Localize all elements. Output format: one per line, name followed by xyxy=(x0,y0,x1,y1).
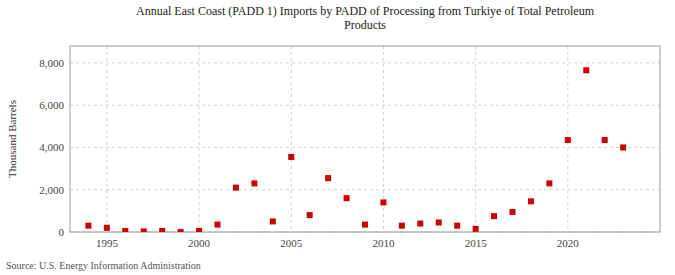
chart-svg: Annual East Coast (PADD 1) Imports by PA… xyxy=(0,0,675,275)
source-note: Source: U.S. Energy Information Administ… xyxy=(6,260,201,271)
title: Annual East Coast (PADD 1) Imports by PA… xyxy=(136,4,595,32)
point xyxy=(399,223,405,229)
title-line: Products xyxy=(344,18,386,32)
point xyxy=(122,228,128,232)
point xyxy=(215,222,221,228)
point xyxy=(178,229,184,232)
point xyxy=(473,226,479,232)
point xyxy=(270,218,276,224)
y-tick-label: 6,000 xyxy=(39,99,64,111)
point xyxy=(251,180,257,186)
chart-container: Annual East Coast (PADD 1) Imports by PA… xyxy=(0,0,675,275)
x-tick-label: 2005 xyxy=(280,237,303,249)
point xyxy=(196,228,202,232)
grid xyxy=(70,46,660,232)
y-axis-label: Thousand Barrels xyxy=(6,100,18,178)
point xyxy=(583,67,589,73)
point xyxy=(602,137,608,143)
point xyxy=(491,213,497,219)
point xyxy=(436,219,442,225)
point xyxy=(159,228,165,232)
points xyxy=(85,67,626,232)
point xyxy=(510,209,516,215)
x-grid-line xyxy=(291,46,292,232)
point xyxy=(233,185,239,191)
point xyxy=(620,144,626,150)
y-tick-label: 4,000 xyxy=(39,141,64,153)
x-tick-label: 1995 xyxy=(96,237,119,249)
x-tick-label: 2015 xyxy=(465,237,488,249)
point xyxy=(325,175,331,181)
x-tick-label: 2000 xyxy=(188,237,211,249)
x-grid-line xyxy=(475,46,476,232)
plot-frame xyxy=(70,46,660,232)
y-tick-label: 2,000 xyxy=(39,184,64,196)
point xyxy=(141,228,147,232)
x-grid-line xyxy=(106,46,107,232)
y-tick-label: 8,000 xyxy=(39,57,64,69)
y-grid-line xyxy=(70,105,660,106)
x-tick-label: 2010 xyxy=(372,237,395,249)
point xyxy=(85,223,91,229)
point xyxy=(362,222,368,228)
point xyxy=(528,198,534,204)
point xyxy=(454,223,460,229)
point xyxy=(307,212,313,218)
point xyxy=(344,195,350,201)
point xyxy=(546,180,552,186)
point xyxy=(380,199,386,205)
y-grid-line xyxy=(70,147,660,148)
point xyxy=(417,221,423,227)
y-tick-label: 0 xyxy=(59,226,65,238)
y-grid-line xyxy=(70,189,660,190)
x-grid-line xyxy=(199,46,200,232)
x-tick-label: 2020 xyxy=(557,237,580,249)
point xyxy=(288,154,294,160)
title-line: Annual East Coast (PADD 1) Imports by PA… xyxy=(136,4,595,18)
point xyxy=(104,225,110,231)
y-grid-line xyxy=(70,62,660,63)
point xyxy=(565,137,571,143)
